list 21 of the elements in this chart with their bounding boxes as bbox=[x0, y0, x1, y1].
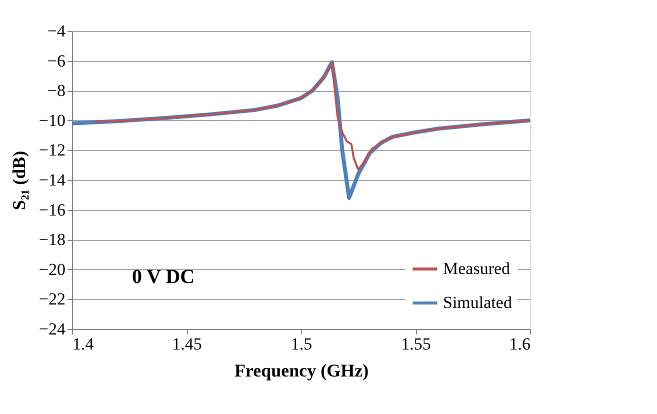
y-axis-title: S₂₁ (dB) bbox=[8, 150, 29, 210]
x-tick-label: 1.55 bbox=[401, 334, 431, 354]
annotation: 0 V DC bbox=[132, 266, 195, 288]
x-axis-title: Frequency (GHz) bbox=[234, 360, 369, 380]
y-tick-label: −12 bbox=[38, 140, 66, 160]
y-tick-label: −20 bbox=[38, 260, 66, 279]
y-tick-label: −18 bbox=[38, 230, 66, 250]
y-tick-label: −16 bbox=[38, 200, 66, 220]
x-tick-label: 1.4 bbox=[72, 334, 94, 354]
legend-label: Measured bbox=[443, 259, 511, 278]
x-tick-label: 1.6 bbox=[509, 334, 530, 354]
y-tick-label: −22 bbox=[38, 290, 66, 309]
y-tick-label: −6 bbox=[47, 51, 66, 70]
y-tick-label: −4 bbox=[47, 22, 66, 40]
x-tick-label: 1.5 bbox=[290, 334, 312, 354]
legend-label: Simulated bbox=[443, 293, 512, 312]
y-tick-label: −10 bbox=[38, 110, 66, 130]
y-tick-label: −24 bbox=[38, 320, 66, 338]
x-tick-label: 1.45 bbox=[172, 334, 202, 354]
y-tick-label: −8 bbox=[47, 81, 66, 100]
y-tick-label: −14 bbox=[38, 170, 66, 190]
